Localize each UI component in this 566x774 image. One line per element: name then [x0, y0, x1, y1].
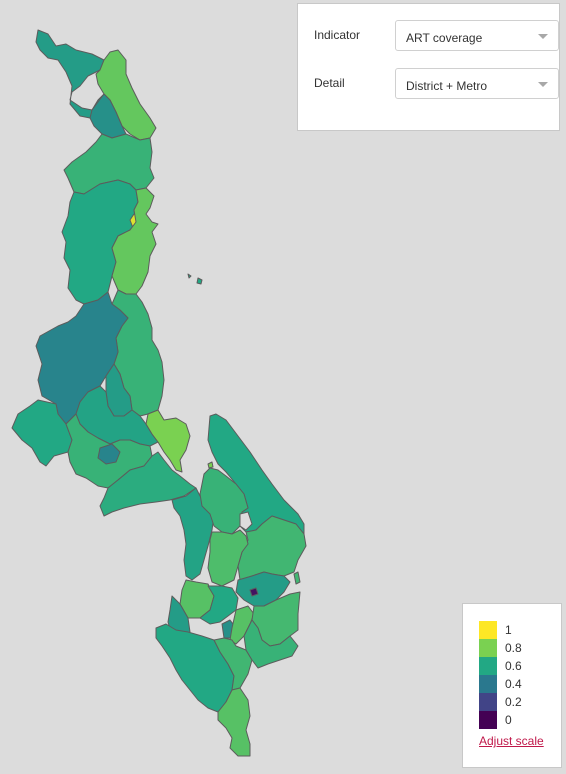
legend-label: 0.4	[505, 677, 522, 691]
district-nsanje[interactable]	[217, 687, 251, 757]
district-salima[interactable]	[145, 409, 191, 473]
map-legend: 1 0.8 0.6 0.4 0.2 0 Adjust scale	[462, 603, 562, 768]
district-phalombe[interactable]	[235, 571, 291, 607]
controls-panel: Indicator ART coverage Detail District +…	[297, 3, 560, 131]
lake-chilwa	[239, 511, 253, 531]
indicator-select[interactable]: ART coverage	[395, 20, 559, 51]
district-thyolo[interactable]	[213, 637, 253, 691]
adjust-scale-link[interactable]: Adjust scale	[479, 734, 544, 748]
district-zomba[interactable]	[207, 529, 249, 587]
district-chikwawa-east[interactable]	[243, 619, 299, 669]
legend-swatch	[479, 621, 497, 639]
district-zomba-city[interactable]	[249, 587, 259, 597]
district-island-small[interactable]	[207, 461, 214, 469]
indicator-value: ART coverage	[406, 31, 483, 45]
indicator-label: Indicator	[314, 28, 361, 42]
district-lilongwe-city[interactable]	[97, 443, 121, 465]
district-likoma-2[interactable]	[196, 277, 203, 285]
legend-swatch	[479, 711, 497, 729]
detail-select[interactable]: District + Metro	[395, 68, 559, 99]
chevron-down-icon	[538, 82, 548, 87]
indicator-row: Indicator ART coverage	[314, 20, 559, 52]
district-ntcheu[interactable]	[171, 487, 215, 581]
legend-label: 1	[505, 623, 512, 637]
detail-label: Detail	[314, 76, 345, 90]
detail-value: District + Metro	[406, 79, 488, 93]
legend-swatch	[479, 693, 497, 711]
detail-row: Detail District + Metro	[314, 68, 559, 100]
legend-label: 0.8	[505, 641, 522, 655]
district-mchinji[interactable]	[11, 399, 73, 467]
legend-label: 0	[505, 713, 512, 727]
district-chitipa[interactable]	[35, 29, 113, 119]
district-likoma[interactable]	[187, 273, 192, 279]
district-chikwawa[interactable]	[155, 623, 235, 713]
district-neno[interactable]	[199, 585, 239, 625]
legend-swatch	[479, 657, 497, 675]
district-island[interactable]	[293, 571, 301, 585]
legend-swatch	[479, 675, 497, 693]
chevron-down-icon	[538, 34, 548, 39]
district-nkhata-bay[interactable]	[111, 187, 159, 295]
legend-swatch	[479, 639, 497, 657]
legend-label: 0.6	[505, 659, 522, 673]
legend-label: 0.2	[505, 695, 522, 709]
